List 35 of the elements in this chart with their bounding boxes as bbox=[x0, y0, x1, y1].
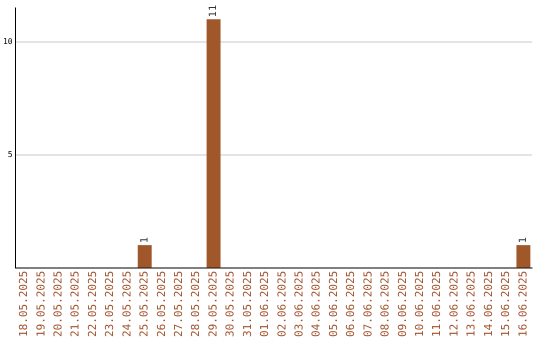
x-tick-label: 09.06.2025 bbox=[396, 270, 409, 338]
x-tick-label: 29.05.2025 bbox=[206, 270, 220, 338]
x-tick-label: 03.06.2025 bbox=[292, 270, 306, 338]
x-tick-label: 06.06.2025 bbox=[344, 270, 358, 338]
x-tick-label: 22.05.2025 bbox=[86, 270, 99, 338]
x-tick-label: 31.05.2025 bbox=[240, 270, 254, 338]
x-tick-label: 23.05.2025 bbox=[103, 270, 116, 338]
x-tick-label: 18.05.2025 bbox=[17, 270, 30, 338]
x-tick-label: 07.06.2025 bbox=[361, 270, 374, 338]
x-tick-label: 05.06.2025 bbox=[326, 270, 340, 338]
x-tick-label: 13.06.2025 bbox=[464, 270, 478, 338]
x-tick-label: 27.05.2025 bbox=[172, 270, 186, 338]
x-tick-label: 20.05.2025 bbox=[52, 270, 65, 338]
data-label: 1 bbox=[518, 236, 529, 244]
x-tick-label: 19.05.2025 bbox=[34, 270, 48, 338]
y-tick-label: 5 bbox=[8, 150, 13, 159]
x-tick-label: 26.05.2025 bbox=[154, 270, 168, 338]
x-tick-label: 28.05.2025 bbox=[189, 270, 202, 338]
x-tick-label: 04.06.2025 bbox=[310, 270, 323, 338]
x-tick-label: 01.06.2025 bbox=[258, 270, 272, 338]
x-tick-label: 21.05.2025 bbox=[68, 270, 82, 338]
x-tick-label: 30.05.2025 bbox=[224, 270, 237, 338]
x-tick-label: 14.06.2025 bbox=[482, 270, 495, 338]
x-tick-label: 25.05.2025 bbox=[138, 270, 151, 338]
data-label: 1 bbox=[139, 236, 150, 244]
x-tick-label: 12.06.2025 bbox=[447, 270, 460, 338]
x-tick-label: 11.06.2025 bbox=[430, 270, 444, 338]
x-tick-label: 08.06.2025 bbox=[378, 270, 392, 338]
data-label: 11 bbox=[208, 4, 220, 18]
x-tick-label: 16.06.2025 bbox=[516, 270, 530, 338]
x-tick-label: 10.06.2025 bbox=[412, 270, 426, 338]
x-tick-label: 24.05.2025 bbox=[120, 270, 134, 338]
x-tick-label: 02.06.2025 bbox=[275, 270, 288, 338]
x-tick-label: 15.06.2025 bbox=[499, 270, 512, 338]
y-tick-label: 10 bbox=[2, 36, 13, 46]
